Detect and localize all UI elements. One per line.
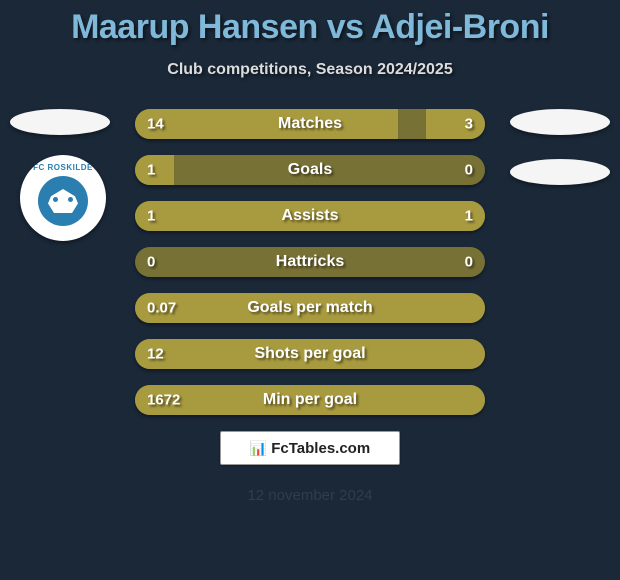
stat-row: 1 Assists 1 xyxy=(135,201,485,231)
stat-label: Goals xyxy=(288,161,332,179)
page-title: Maarup Hansen vs Adjei-Broni xyxy=(0,0,620,47)
club-logo-text: FC ROSKILDE xyxy=(33,163,93,172)
stat-value-left: 14 xyxy=(147,116,164,133)
stat-value-right: 0 xyxy=(465,162,473,179)
left-club-logo: FC ROSKILDE xyxy=(20,155,106,241)
stat-value-left: 1 xyxy=(147,162,155,179)
stat-label: Goals per match xyxy=(247,299,372,317)
stat-bars: 14 Matches 3 1 Goals 0 1 Assists 1 0 Hattricks 0 0.0… xyxy=(135,109,485,415)
right-flag-oval xyxy=(510,109,610,135)
stat-value-left: 1 xyxy=(147,208,155,225)
stat-value-left: 0.07 xyxy=(147,300,176,317)
stat-value-left: 0 xyxy=(147,254,155,271)
stat-label: Assists xyxy=(282,207,339,225)
date-label: 12 november 2024 xyxy=(0,487,620,504)
stat-value-right: 0 xyxy=(465,254,473,271)
stat-value-right: 3 xyxy=(465,116,473,133)
comparison-content: FC ROSKILDE 14 Matches 3 1 Goals 0 1 Assists 1 0 H… xyxy=(0,109,620,415)
stat-value-left: 12 xyxy=(147,346,164,363)
branding-badge[interactable]: 📊 FcTables.com xyxy=(220,431,400,465)
stat-label: Hattricks xyxy=(276,253,344,271)
stat-fill-right xyxy=(426,109,486,139)
branding-chart-icon: 📊 xyxy=(250,440,267,457)
stat-label: Shots per goal xyxy=(254,345,365,363)
stat-fill-left xyxy=(135,109,398,139)
branding-text: FcTables.com xyxy=(271,440,370,457)
stat-row: 0 Hattricks 0 xyxy=(135,247,485,277)
stat-label: Min per goal xyxy=(263,391,357,409)
club-logo-bird-icon xyxy=(38,176,88,226)
left-flag-oval xyxy=(10,109,110,135)
stat-value-left: 1672 xyxy=(147,392,180,409)
stat-row: 14 Matches 3 xyxy=(135,109,485,139)
right-club-oval xyxy=(510,159,610,185)
stat-row: 1 Goals 0 xyxy=(135,155,485,185)
left-badges: FC ROSKILDE xyxy=(10,109,110,241)
page-subtitle: Club competitions, Season 2024/2025 xyxy=(0,61,620,79)
stat-row: 0.07 Goals per match xyxy=(135,293,485,323)
stat-value-right: 1 xyxy=(465,208,473,225)
stat-row: 1672 Min per goal xyxy=(135,385,485,415)
stat-row: 12 Shots per goal xyxy=(135,339,485,369)
stat-label: Matches xyxy=(278,115,342,133)
right-badges xyxy=(510,109,610,205)
